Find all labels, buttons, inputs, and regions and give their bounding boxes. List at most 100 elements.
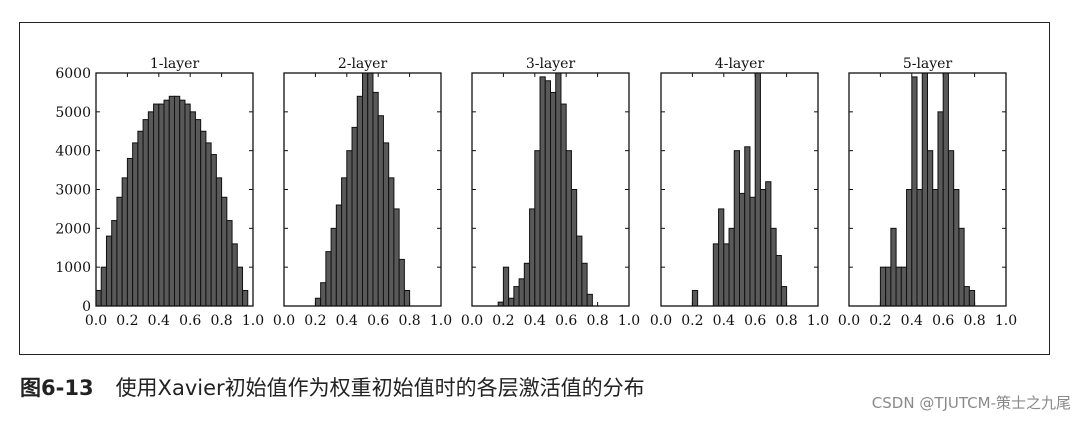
histogram-bar bbox=[362, 72, 369, 307]
x-tick-label: 0.2 bbox=[116, 313, 138, 329]
figure-caption: 图6-13 使用Xavier初始值作为权重初始值时的各层激活值的分布 bbox=[20, 372, 645, 402]
histogram-bar bbox=[916, 189, 923, 307]
histogram-panels: 1-layer 0.0 0.2 0.4 0.6 0.8 1.0 0 1000 2000 3000 40… bbox=[55, 56, 1017, 329]
y-tick-label: 4000 bbox=[55, 144, 91, 160]
histogram-bar bbox=[330, 227, 337, 307]
x-tick-label: 0.2 bbox=[681, 313, 703, 329]
histogram-bar bbox=[346, 150, 353, 307]
x-tick-label: 0.4 bbox=[524, 313, 546, 329]
histogram-bar bbox=[158, 103, 165, 307]
x-tick-label: 0.0 bbox=[85, 313, 107, 329]
histogram-bar bbox=[189, 111, 196, 307]
x-tick-label: 0.4 bbox=[901, 313, 923, 329]
histogram-bar bbox=[403, 289, 411, 307]
x-tick-label: 0.8 bbox=[586, 313, 608, 329]
histogram-bar bbox=[754, 72, 761, 307]
x-tick-label: 0.2 bbox=[304, 313, 326, 329]
histogram-bar bbox=[116, 196, 123, 307]
histogram-bar bbox=[759, 189, 767, 307]
histogram-bar bbox=[963, 286, 970, 307]
caption-text: 使用Xavier初始值作为权重初始值时的各层激活值的分布 bbox=[115, 376, 645, 400]
histogram-bar bbox=[126, 157, 134, 307]
histogram-bar bbox=[550, 91, 557, 307]
histogram-bar bbox=[356, 95, 363, 307]
histogram-bar bbox=[570, 189, 578, 307]
histogram-bar bbox=[377, 115, 384, 307]
histogram-bar bbox=[539, 76, 546, 307]
histogram-bar bbox=[95, 289, 102, 307]
histogram-bar bbox=[718, 208, 725, 307]
x-tick-label: 0.0 bbox=[273, 313, 295, 329]
histogram-bar bbox=[534, 150, 541, 307]
histogram-bar bbox=[121, 177, 128, 307]
histogram-bar bbox=[744, 146, 751, 307]
x-tick-label: 0.6 bbox=[932, 313, 954, 329]
histogram-bar bbox=[502, 266, 510, 307]
histogram-bar bbox=[382, 142, 390, 307]
histogram-bar bbox=[895, 266, 902, 307]
histogram-bar bbox=[775, 255, 782, 307]
y-tick-label: 0 bbox=[82, 299, 91, 315]
histogram-bar bbox=[523, 262, 531, 307]
histogram-bar bbox=[179, 99, 186, 307]
histogram-bar bbox=[242, 289, 249, 307]
panel-title: 4-layer bbox=[715, 56, 765, 72]
x-tick-label: 1.0 bbox=[430, 313, 452, 329]
histogram-bar bbox=[105, 235, 113, 307]
histogram-bar bbox=[314, 297, 322, 307]
x-tick-label: 0.6 bbox=[555, 313, 577, 329]
x-tick-label: 0.2 bbox=[492, 313, 514, 329]
x-tick-label: 0.8 bbox=[775, 313, 797, 329]
x-tick-label: 0.0 bbox=[650, 313, 672, 329]
histogram-bar bbox=[723, 243, 730, 307]
histogram-bar bbox=[351, 126, 358, 307]
figure-label: 图6-13 bbox=[20, 376, 94, 400]
histogram-bar bbox=[900, 266, 908, 307]
histogram-bar bbox=[560, 103, 567, 307]
histogram-bar bbox=[739, 192, 746, 307]
panel-title: 5-layer bbox=[903, 56, 953, 72]
x-tick-label: 0.8 bbox=[398, 313, 420, 329]
y-tick-label: 1000 bbox=[55, 260, 91, 276]
histogram-bar bbox=[733, 150, 740, 307]
x-tick-label: 0.4 bbox=[148, 313, 170, 329]
x-tick-label: 1.0 bbox=[242, 313, 264, 329]
histogram-bar bbox=[911, 76, 918, 307]
histogram-bar bbox=[565, 150, 572, 307]
panel-title: 1-layer bbox=[150, 56, 200, 72]
histogram-bar bbox=[168, 95, 175, 307]
histogram-bar bbox=[221, 196, 228, 307]
x-tick-label: 1.0 bbox=[995, 313, 1017, 329]
histogram-bar bbox=[691, 289, 699, 307]
histogram-bar bbox=[770, 227, 777, 307]
histogram-bar bbox=[398, 258, 405, 307]
histogram-bar bbox=[388, 177, 395, 307]
histogram-bar bbox=[513, 286, 520, 307]
histogram-bar bbox=[544, 80, 551, 307]
histogram-bar bbox=[555, 72, 562, 307]
histogram-bar bbox=[947, 150, 955, 307]
histogram-bar bbox=[153, 103, 160, 307]
x-tick-label: 0.6 bbox=[367, 313, 389, 329]
histogram-bar bbox=[942, 72, 949, 307]
histogram-bar bbox=[937, 111, 944, 307]
histogram-bar bbox=[142, 119, 149, 307]
x-tick-label: 1.0 bbox=[618, 313, 640, 329]
histogram-bar bbox=[393, 208, 400, 307]
histogram-bar bbox=[765, 181, 772, 307]
histogram-bar bbox=[921, 72, 928, 307]
panel-title: 3-layer bbox=[526, 56, 576, 72]
x-tick-label: 0.4 bbox=[336, 313, 358, 329]
histogram-bar bbox=[953, 189, 960, 307]
histogram-bar bbox=[885, 266, 892, 307]
histogram-bar bbox=[335, 204, 343, 307]
watermark: CSDN @TJUTCM-策士之九尾 bbox=[871, 394, 1071, 412]
y-tick-label: 6000 bbox=[55, 66, 91, 82]
histogram-bar bbox=[100, 266, 107, 307]
x-tick-label: 0.8 bbox=[210, 313, 232, 329]
histogram-bar bbox=[137, 130, 144, 307]
histogram-bar bbox=[200, 130, 207, 307]
histogram-bar bbox=[341, 177, 348, 307]
histogram-bar bbox=[780, 286, 788, 307]
panel-title: 2-layer bbox=[338, 56, 388, 72]
